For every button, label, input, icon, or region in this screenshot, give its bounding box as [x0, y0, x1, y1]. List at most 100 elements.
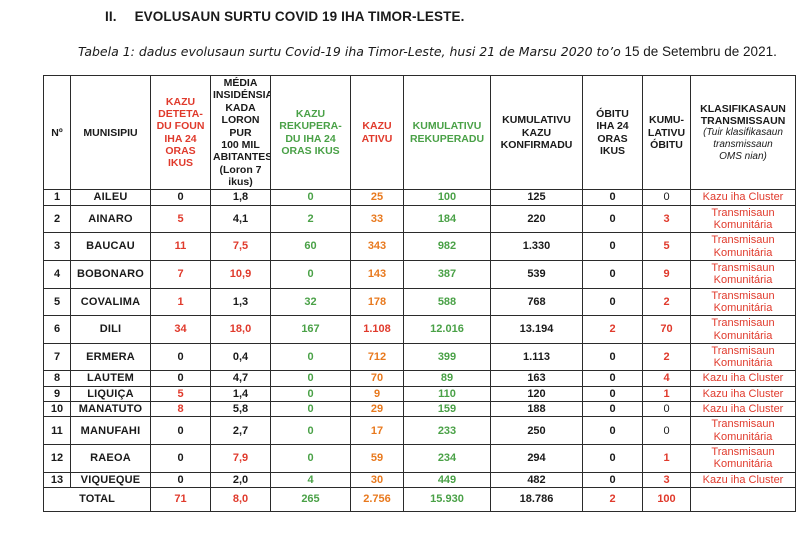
column-header-incidence-avg: MÉDIA INSIDÉNSIA KADA LORON PUR 100 MIL … — [210, 74, 271, 191]
cell-classification: Kazu iha Cluster — [690, 471, 796, 488]
cell-new-cases-24h: 0 — [150, 444, 211, 473]
column-header-classification: KLASIFIKASAUN TRANSMISSAUN (Tuir klasifik… — [690, 74, 796, 191]
column-header-deaths-24h: ÓBITU IHA 24 ORAS IKUS — [582, 74, 643, 191]
cell-deaths-24h: 0 — [582, 232, 643, 261]
cell-no: 3 — [43, 232, 71, 261]
cell-no: 6 — [43, 315, 71, 344]
cell-classification: Transmisaun Komunitária — [690, 259, 796, 289]
cell-incidence-avg: 2,7 — [210, 416, 271, 445]
cell-cumulative-recovered: 12.016 — [403, 315, 491, 344]
cell-active-cases: 2.756 — [350, 486, 404, 512]
cell-cumulative-confirmed: 163 — [490, 370, 583, 387]
cell-recovered-24h: 60 — [270, 232, 351, 261]
column-header-municipality: MUNISIPIU — [70, 74, 151, 191]
cell-cumulative-deaths: 1 — [642, 444, 691, 473]
cell-recovered-24h: 0 — [270, 342, 351, 372]
column-header-active-cases: KAZU ATIVU — [350, 74, 404, 191]
cell-incidence-avg: 18,0 — [210, 315, 271, 344]
column-header-no: Nº — [43, 74, 71, 191]
cell-classification: Transmisaun Komunitária — [690, 444, 796, 473]
cell-municipality: MANATUTO — [70, 401, 151, 418]
cell-cumulative-deaths: 4 — [642, 370, 691, 387]
cell-classification: Kazu iha Cluster — [690, 385, 796, 403]
cell-no: 7 — [43, 342, 71, 372]
cell-classification: Kazu iha Cluster — [690, 189, 796, 206]
table-row-liquiça: 9 LIQUIÇA 5 1,4 0 9 110 120 0 1 Kazu iha Cluster — [43, 385, 796, 403]
table-body: 1 AILEU 0 1,8 0 25 100 125 0 0 Kazu iha Cluster 2 AI… — [43, 189, 796, 512]
cell-classification: Transmisaun Komunitária — [690, 416, 796, 445]
cell-cumulative-recovered: 110 — [403, 385, 491, 403]
cell-deaths-24h: 2 — [582, 486, 643, 512]
cell-new-cases-24h: 0 — [150, 370, 211, 387]
cell-new-cases-24h: 0 — [150, 471, 211, 488]
cell-deaths-24h: 0 — [582, 401, 643, 418]
cell-cumulative-confirmed: 13.194 — [490, 315, 583, 344]
heading-number: II. — [105, 9, 117, 24]
cell-municipality: LAUTEM — [70, 370, 151, 387]
table-row-viqueque: 13 VIQUEQUE 0 2,0 4 30 449 482 0 3 Kazu iha Cluste… — [43, 471, 796, 488]
cell-active-cases: 712 — [350, 342, 404, 372]
cell-no: 2 — [43, 204, 71, 234]
cell-incidence-avg: 0,4 — [210, 342, 271, 372]
cell-active-cases: 343 — [350, 232, 404, 261]
cell-new-cases-24h: 11 — [150, 232, 211, 261]
cell-recovered-24h: 0 — [270, 401, 351, 418]
cell-incidence-avg: 7,5 — [210, 232, 271, 261]
cell-municipality: MANUFAHI — [70, 416, 151, 445]
table-row-aileu: 1 AILEU 0 1,8 0 25 100 125 0 0 Kazu iha Cluster — [43, 189, 796, 206]
cell-active-cases: 17 — [350, 416, 404, 445]
table-header-row: Nº MUNISIPIU KAZU DETETA- DU FOUN IHA 24 O… — [43, 74, 796, 191]
cell-cumulative-confirmed: 125 — [490, 189, 583, 206]
cell-incidence-avg: 8,0 — [210, 486, 271, 512]
cell-new-cases-24h: 71 — [150, 486, 211, 512]
cell-incidence-avg: 4,7 — [210, 370, 271, 387]
cell-cumulative-confirmed: 294 — [490, 444, 583, 473]
cell-classification: Kazu iha Cluster — [690, 401, 796, 418]
cell-cumulative-confirmed: 188 — [490, 401, 583, 418]
cell-cumulative-deaths: 100 — [642, 486, 691, 512]
table-row-total: TOTAL 71 8,0 265 2.756 15.930 18.786 2 100 — [43, 486, 796, 512]
cell-recovered-24h: 32 — [270, 287, 351, 317]
cell-cumulative-deaths: 1 — [642, 385, 691, 403]
cell-classification: Transmisaun Komunitária — [690, 204, 796, 234]
cell-cumulative-confirmed: 1.113 — [490, 342, 583, 372]
cell-no: 1 — [43, 189, 71, 206]
cell-cumulative-recovered: 184 — [403, 204, 491, 234]
cell-active-cases: 178 — [350, 287, 404, 317]
column-header-cumulative-recovered: KUMULATIVU REKUPERADU — [403, 74, 491, 191]
cell-incidence-avg: 4,1 — [210, 204, 271, 234]
cell-cumulative-confirmed: 250 — [490, 416, 583, 445]
cell-no: 9 — [43, 385, 71, 403]
table-row-ermera: 7 ERMERA 0 0,4 0 712 399 1.113 0 2 Transmisaun Kom… — [43, 342, 796, 372]
cell-cumulative-recovered: 233 — [403, 416, 491, 445]
cell-recovered-24h: 2 — [270, 204, 351, 234]
table-row-manatuto: 10 MANATUTO 8 5,8 0 29 159 188 0 0 Kazu iha Cluste… — [43, 401, 796, 418]
cell-new-cases-24h: 8 — [150, 401, 211, 418]
cell-deaths-24h: 0 — [582, 385, 643, 403]
cell-classification: Transmisaun Komunitária — [690, 342, 796, 372]
cell-classification — [690, 486, 796, 512]
cell-classification: Kazu iha Cluster — [690, 370, 796, 387]
cell-active-cases: 25 — [350, 189, 404, 206]
cell-classification: Transmisaun Komunitária — [690, 287, 796, 317]
cell-no: 5 — [43, 287, 71, 317]
cell-cumulative-deaths: 9 — [642, 259, 691, 289]
column-header-cumulative-deaths: KUMU- LATIVU ÓBITU — [642, 74, 691, 191]
cell-cumulative-recovered: 387 — [403, 259, 491, 289]
cell-cumulative-recovered: 449 — [403, 471, 491, 488]
table-row-manufahi: 11 MANUFAHI 0 2,7 0 17 233 250 0 0 Transmisaun Kom… — [43, 416, 796, 445]
cell-cumulative-deaths: 0 — [642, 401, 691, 418]
page-title: II. EVOLUSAUN SURTU COVID 19 IHA TIMOR-LE… — [105, 9, 464, 24]
cell-cumulative-deaths: 2 — [642, 342, 691, 372]
cell-deaths-24h: 0 — [582, 204, 643, 234]
table-caption-italic: Tabela 1: dadus evolusaun surtu Covid-19… — [78, 44, 621, 59]
cell-incidence-avg: 1,4 — [210, 385, 271, 403]
table-caption-plain: 15 de Setembru de 2021. — [620, 44, 777, 59]
cell-incidence-avg: 1,8 — [210, 189, 271, 206]
cell-cumulative-confirmed: 220 — [490, 204, 583, 234]
cell-deaths-24h: 0 — [582, 444, 643, 473]
cell-incidence-avg: 7,9 — [210, 444, 271, 473]
cell-incidence-avg: 1,3 — [210, 287, 271, 317]
cell-municipality: BOBONARO — [70, 259, 151, 289]
cell-cumulative-recovered: 89 — [403, 370, 491, 387]
